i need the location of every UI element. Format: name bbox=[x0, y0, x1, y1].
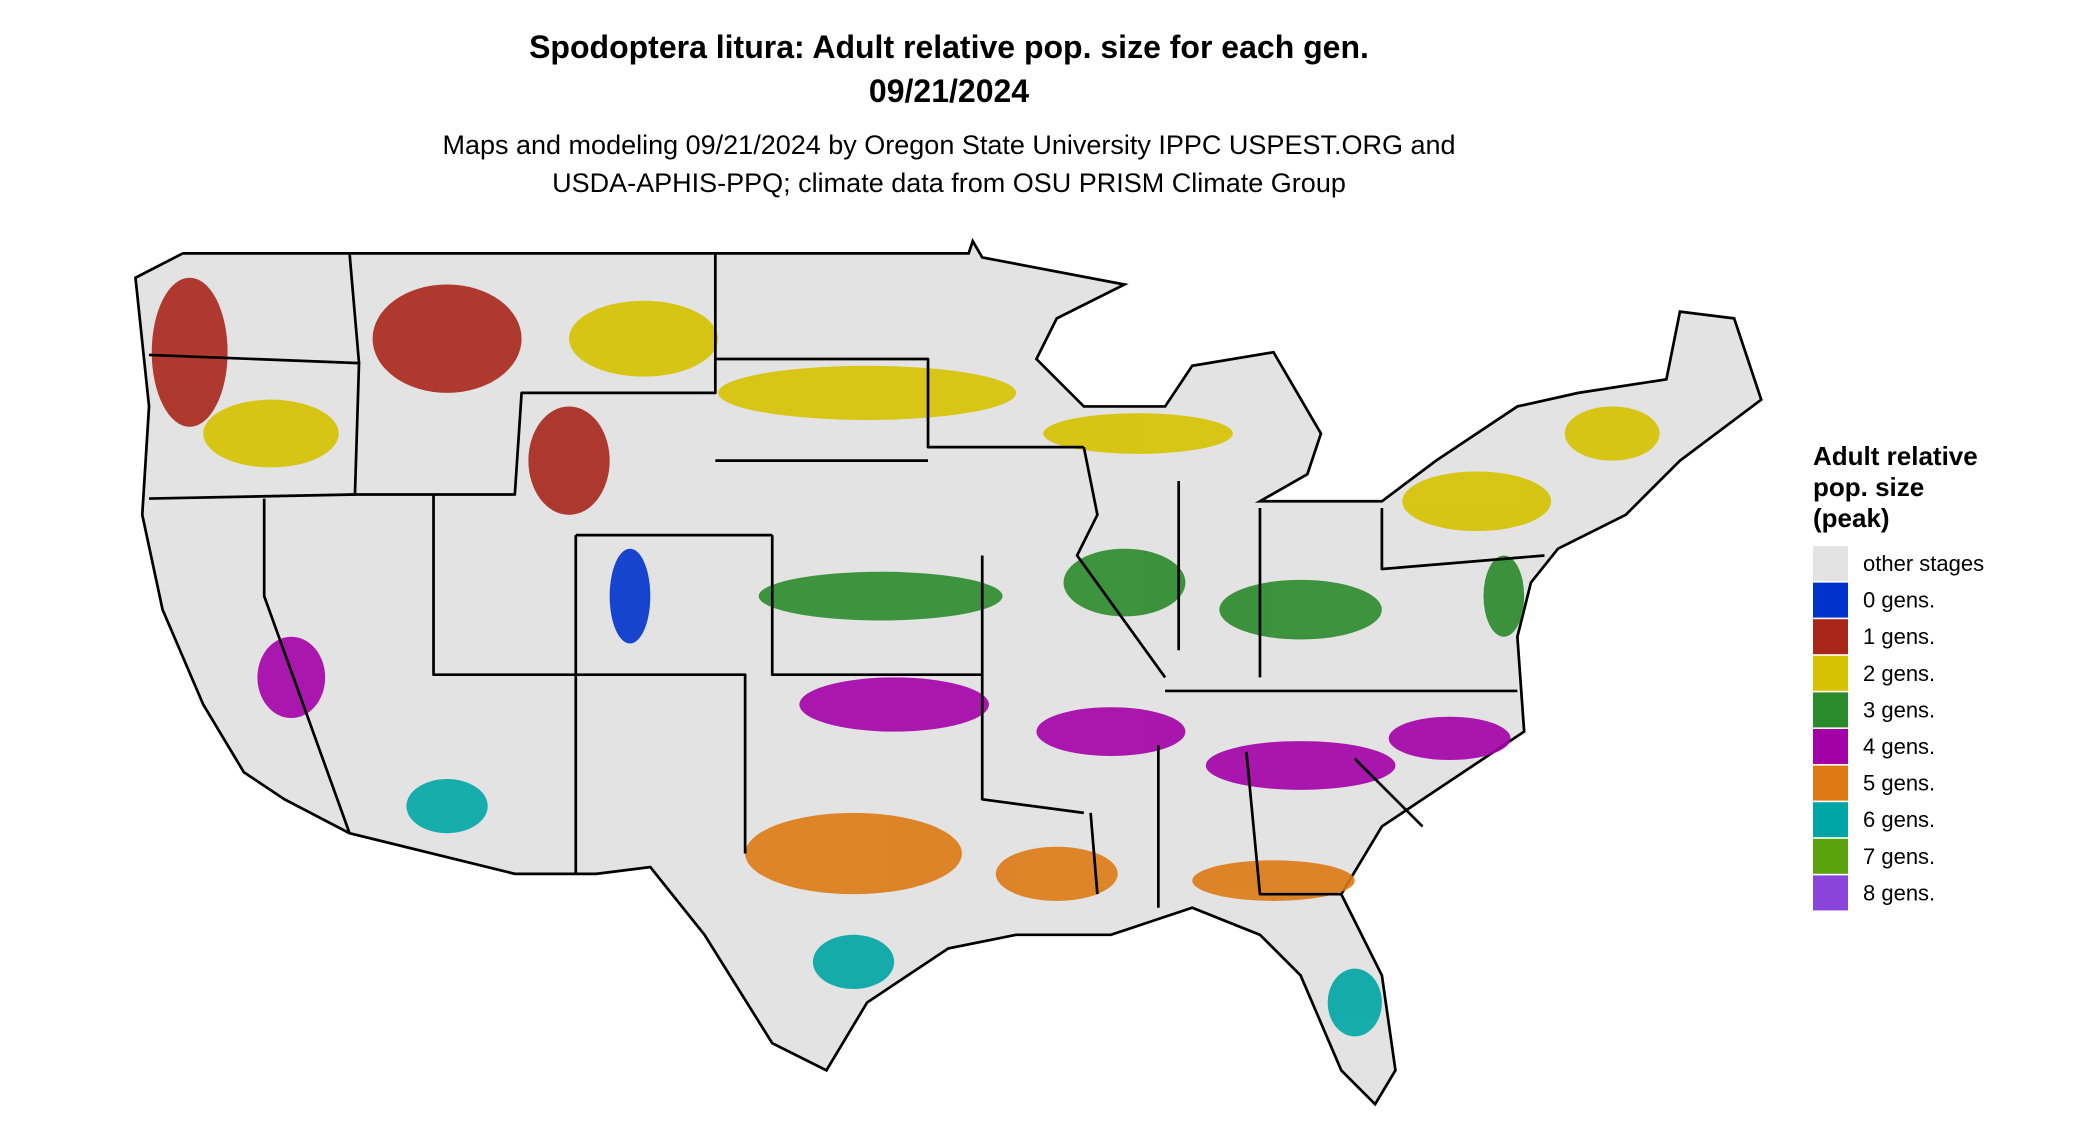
legend-swatch bbox=[1813, 619, 1848, 655]
legend-label: 1 gens. bbox=[1863, 624, 1935, 649]
area bbox=[1205, 741, 1396, 790]
area bbox=[372, 284, 522, 393]
legend-label: other stages bbox=[1863, 551, 1984, 576]
legend: Adult relative pop. size (peak) other st… bbox=[1813, 441, 1984, 911]
area bbox=[569, 300, 719, 377]
legend-label: 3 gens. bbox=[1863, 697, 1935, 722]
legend-swatch bbox=[1813, 582, 1848, 618]
legend-swatch bbox=[1813, 765, 1848, 801]
area bbox=[1036, 707, 1186, 756]
legend-swatch bbox=[1813, 655, 1848, 691]
legend-label: 8 gens. bbox=[1863, 880, 1935, 905]
area bbox=[1043, 413, 1233, 454]
subtitle: USDA-APHIS-PPQ; climate data from OSU PR… bbox=[552, 168, 1346, 198]
area bbox=[758, 571, 1003, 621]
area bbox=[1219, 579, 1382, 640]
area bbox=[1483, 555, 1525, 637]
area bbox=[799, 677, 990, 732]
area bbox=[528, 406, 610, 515]
area bbox=[203, 399, 339, 468]
legend-title: Adult relative bbox=[1813, 441, 1978, 471]
area bbox=[257, 636, 326, 719]
legend-label: 7 gens. bbox=[1863, 844, 1935, 869]
legend-label: 0 gens. bbox=[1863, 588, 1935, 613]
legend-title: (peak) bbox=[1813, 503, 1890, 533]
legend-swatch bbox=[1813, 546, 1848, 581]
area bbox=[1402, 471, 1552, 532]
legend-swatch bbox=[1813, 838, 1848, 874]
area bbox=[1388, 716, 1511, 761]
legend-title: pop. size bbox=[1813, 472, 1924, 502]
title-date: 09/21/2024 bbox=[869, 73, 1029, 109]
legend-label: 2 gens. bbox=[1863, 661, 1935, 686]
area bbox=[609, 548, 651, 644]
legend-swatch bbox=[1813, 692, 1848, 728]
area bbox=[745, 812, 962, 895]
area bbox=[406, 779, 488, 834]
subtitle: Maps and modeling 09/21/2024 by Oregon S… bbox=[442, 130, 1455, 160]
area bbox=[151, 277, 228, 427]
area bbox=[1564, 406, 1660, 461]
legend-label: 5 gens. bbox=[1863, 771, 1935, 796]
area bbox=[1327, 968, 1382, 1037]
legend-swatch bbox=[1813, 729, 1848, 764]
title: Spodoptera litura: Adult relative pop. s… bbox=[529, 29, 1369, 65]
us-map bbox=[134, 237, 1763, 1107]
area bbox=[812, 934, 895, 990]
area bbox=[1192, 860, 1355, 901]
legend-label: 6 gens. bbox=[1863, 807, 1935, 832]
legend-label: 4 gens. bbox=[1863, 734, 1935, 759]
area bbox=[718, 365, 1017, 420]
area bbox=[995, 846, 1118, 901]
legend-swatch bbox=[1813, 875, 1848, 911]
area bbox=[1063, 548, 1186, 617]
state-borders bbox=[148, 253, 1545, 908]
legend-swatch bbox=[1813, 802, 1848, 838]
